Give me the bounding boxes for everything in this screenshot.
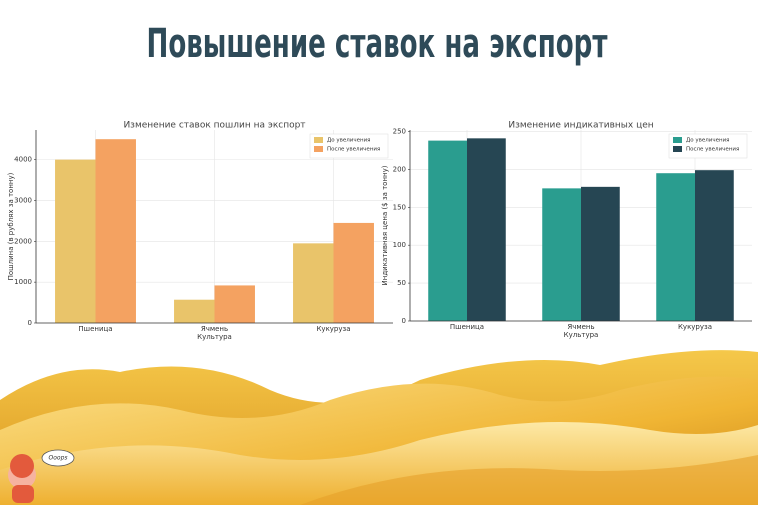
- sticker-text: Ooops: [49, 455, 68, 462]
- y-tick-label: 2000: [14, 237, 32, 245]
- bar: [293, 243, 334, 323]
- bar: [656, 173, 695, 321]
- y-tick-label: 4000: [14, 156, 32, 164]
- x-tick-label: Кукуруза: [678, 323, 712, 331]
- x-axis-label: Культура: [564, 331, 599, 339]
- y-axis-label: Пошлина (в рублях за тонну): [7, 172, 15, 280]
- slide-title: Повышение ставок на экспорт: [147, 21, 609, 67]
- y-tick-label: 3000: [14, 196, 32, 204]
- legend-swatch: [314, 146, 323, 152]
- chart: 0 50 100 150 200 250 Пшеница Ячмень Кукуруза Изме…: [381, 121, 752, 339]
- chart-title: Изменение индикативных цен: [508, 121, 653, 131]
- chart-title: Изменение ставок пошлин на экспорт: [123, 121, 305, 131]
- x-tick-label: Пшеница: [450, 323, 484, 331]
- legend-label: После увеличения: [686, 147, 739, 153]
- sticker: Ooops: [8, 449, 75, 503]
- x-axis-label: Культура: [197, 333, 232, 341]
- legend-swatch: [673, 146, 682, 152]
- y-tick-label: 200: [393, 165, 406, 173]
- chart: 0 1000 2000 3000 4000 Пшеница Ячмень Кукуруза Из…: [7, 121, 393, 341]
- bar: [581, 186, 620, 321]
- y-axis-label: Индикативная цена ($ за тонну): [381, 165, 389, 285]
- y-tick-label: 1000: [14, 278, 32, 286]
- legend-swatch: [314, 137, 323, 143]
- bar: [174, 299, 215, 323]
- legend-label: До увеличения: [686, 138, 730, 144]
- x-tick-label: Ячмень: [201, 325, 228, 333]
- legend-label: До увеличения: [327, 138, 371, 144]
- dunes: [0, 350, 758, 505]
- legend-swatch: [673, 137, 682, 143]
- x-tick-label: Пшеница: [78, 325, 112, 333]
- bar: [467, 138, 506, 321]
- bar: [542, 188, 581, 321]
- y-tick-label: 150: [393, 203, 406, 211]
- y-tick-label: 250: [393, 128, 406, 136]
- bar: [214, 285, 255, 323]
- bar: [95, 139, 136, 323]
- bar: [333, 222, 374, 323]
- y-tick-label: 0: [402, 317, 406, 325]
- y-tick-label: 0: [28, 319, 32, 327]
- legend-label: После увеличения: [327, 147, 380, 153]
- bar: [695, 170, 734, 321]
- y-tick-label: 100: [393, 241, 406, 249]
- bar: [55, 159, 96, 323]
- y-tick-label: 50: [397, 279, 406, 287]
- x-tick-label: Кукуруза: [316, 325, 350, 333]
- x-tick-label: Ячмень: [567, 323, 594, 331]
- bar: [428, 140, 467, 321]
